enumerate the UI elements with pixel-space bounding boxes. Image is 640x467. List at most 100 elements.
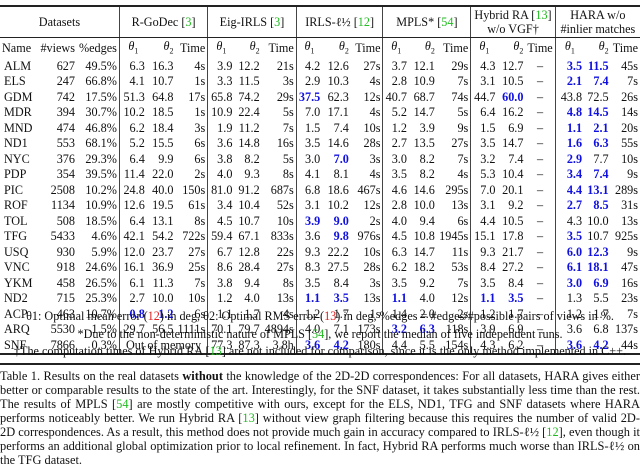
results-table: Datasets R-GoDec [3] Eig-IRLS [3] IRLS-ℓ… [0, 5, 640, 356]
hybrid-time: – [525, 89, 556, 106]
hybrid-time: – [525, 229, 556, 245]
hara-time: 9s [627, 167, 638, 182]
col-theta2: θ2 [513, 39, 524, 56]
citation-link[interactable]: 13 [242, 411, 255, 425]
hara-time: 16s [621, 275, 638, 290]
hara-theta2: 4.2 [584, 337, 611, 356]
irls-theta1: 3.1 [304, 198, 321, 213]
rgodec-theta1: 11.4 [123, 167, 145, 182]
col-theta2: θ2 [163, 39, 174, 56]
table-row: ND2 715 25.3% 2.7 10.0 10s 1.2 4.0 13s 1.1 3.5 13s 1… [0, 291, 640, 307]
citation-link[interactable]: 12 [546, 425, 559, 439]
citation-link[interactable]: 54 [312, 326, 325, 341]
eig-theta2: 10.7 [238, 213, 260, 228]
mpls-time: 7s [436, 74, 472, 90]
col-theta1: θ1 [304, 39, 315, 56]
equation-ref-link[interactable]: 12 [147, 309, 160, 323]
rgodec-theta2: 56.5 [152, 322, 174, 337]
edges-percent: 46.8% [76, 120, 120, 137]
irls-time: 1s [350, 306, 384, 323]
mpls-theta1: 3.0 [391, 151, 407, 166]
irls-theta2: 22.2 [327, 244, 349, 259]
rgodec-time: 8s [175, 213, 209, 230]
irls-time: 4s [350, 105, 384, 121]
hybrid-theta1: 4.4 [480, 213, 496, 228]
mpls-theta2: 4.0 [419, 291, 435, 306]
mpls-theta2: 14.6 [413, 182, 435, 197]
rgodec-theta2: 9.9 [158, 151, 174, 166]
eig-theta1: 3.9 [217, 58, 233, 73]
hybrid-time: – [525, 275, 556, 292]
rgodec-theta2: 54.2 [152, 229, 174, 244]
table-row: MND 474 46.8% 6.2 18.4 3s 1.9 11.2 7s 1.5 7.4 10s 1.… [0, 120, 640, 137]
irls-theta2: 4.2 [322, 337, 351, 356]
citation-link[interactable]: 3 [185, 15, 192, 29]
edges-percent: 49.5% [76, 58, 120, 75]
hybrid-time: – [525, 213, 556, 230]
citation-link[interactable]: 13 [535, 8, 548, 22]
views-count: 5530 [50, 322, 75, 337]
col-theta1: θ1 [216, 39, 227, 56]
col-theta1: θ1 [391, 39, 402, 56]
citation-link[interactable]: 13 [209, 344, 222, 358]
rgodec-theta1: 12.0 [123, 244, 145, 259]
mpls-time: 295s [436, 182, 472, 199]
mpls-theta1: 2.8 [391, 74, 407, 89]
views-count: 354 [56, 167, 75, 182]
col-theta1: θ1 [128, 39, 139, 56]
col-theta2: θ2 [424, 39, 435, 56]
edges-percent: 17.5% [76, 89, 120, 106]
eig-theta2: 87.3 [234, 337, 262, 356]
citation-link[interactable]: 54 [441, 15, 454, 29]
hybrid-theta1: 3.5 [480, 136, 496, 151]
hybrid-theta2: 6.9 [508, 322, 524, 337]
rgodec-theta1: 4.1 [129, 74, 145, 89]
hybrid-time: – [525, 306, 556, 323]
hybrid-time: – [525, 105, 556, 121]
hybrid-time: – [525, 291, 556, 307]
eig-time: 22s [261, 244, 297, 261]
hybrid-time: – [525, 244, 556, 261]
rgodec-theta2: 23.7 [152, 244, 174, 259]
header-rgodec: R-GoDec [3] [119, 5, 209, 38]
mpls-theta2: 9.2 [419, 275, 435, 290]
hybrid-theta2: 10.5 [502, 213, 524, 228]
irls-theta2: 3.5 [333, 291, 349, 306]
hara-theta1: 3.6 [555, 337, 585, 356]
irls-theta2: 27.5 [327, 260, 349, 275]
citation-link[interactable]: 3 [274, 15, 281, 29]
eig-time: 10s [261, 213, 297, 230]
edges-percent: 5.9% [76, 244, 120, 261]
citation-link[interactable]: 12 [357, 15, 370, 29]
eig-time: 4s [261, 306, 297, 323]
dataset-name: MND [4, 120, 33, 135]
eig-time: 13s [261, 291, 297, 307]
citation-link[interactable]: 54 [116, 397, 129, 411]
mpls-time: 12s [436, 291, 472, 307]
rgodec-theta1: 6.4 [129, 213, 145, 228]
irls-theta1: 3.6 [296, 337, 323, 356]
hara-time: 47s [621, 260, 638, 275]
eig-time: 29s [261, 89, 297, 106]
table-row: SNF 7866 0.3% Out of memory 77.3 87.3 3.8h 3.6 4… [0, 337, 640, 356]
views-count: 553 [56, 136, 75, 151]
rgodec-theta2: 36.9 [152, 260, 174, 275]
irls-time: 13s [350, 291, 384, 307]
equation-ref-link[interactable]: 13 [324, 309, 337, 323]
irls-time: 28s [350, 260, 384, 276]
col-edges: %edges [76, 37, 120, 59]
eig-theta1: 6.7 [217, 244, 233, 259]
hybrid-theta2: 21.7 [502, 244, 524, 259]
irls-time: 976s [350, 229, 384, 245]
table-row: ARQ 5530 1.5% 29.7 56.5 1111s 70.1 79.7 4894s 4.0… [0, 322, 640, 338]
views-count: 715 [56, 291, 75, 306]
mpls-time: 27s [436, 136, 472, 152]
eig-time: 833s [261, 229, 297, 245]
hybrid-theta1: 1.1 [480, 291, 496, 306]
mpls-time: 154s [436, 337, 472, 356]
rgodec-theta2: 19.5 [152, 198, 174, 213]
hara-theta2: 6.3 [593, 136, 609, 151]
header-irls-l-half: IRLS-ℓ½ [12] [296, 5, 384, 38]
hybrid-time: – [525, 120, 556, 137]
edges-percent: 18.5% [76, 213, 120, 230]
